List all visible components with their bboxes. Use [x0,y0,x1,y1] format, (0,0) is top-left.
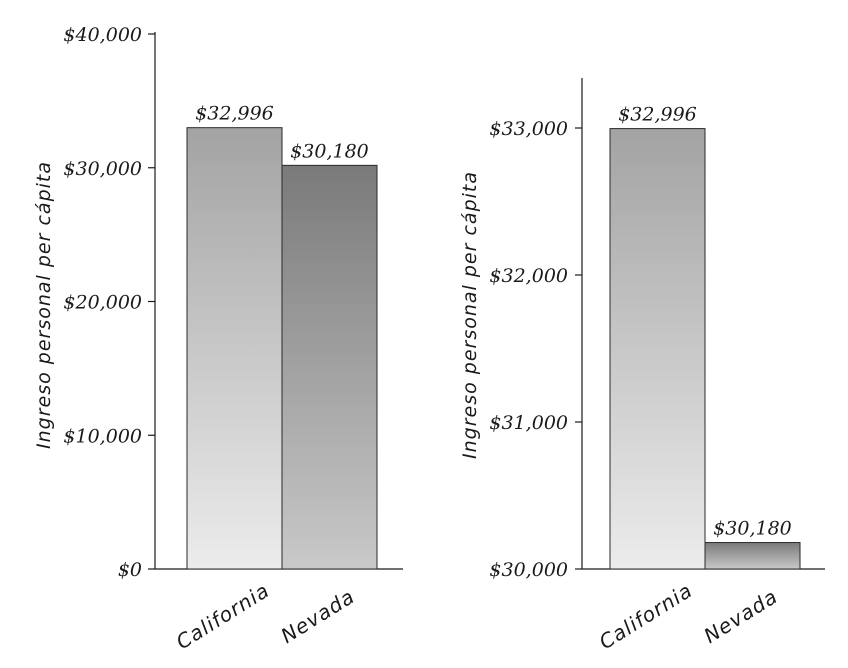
chart-right: $30,000 $31,000 $32,000 $33,000 Ingreso pers… [459,78,825,654]
data-label: $32,996 [618,104,697,126]
y-tick-label: $33,000 [489,118,568,140]
data-label: $30,180 [713,518,792,540]
y-tick-label: $32,000 [489,265,568,287]
bar-nevada [281,164,378,570]
chart-left: $0 $10,000 $20,000 $30,000 $40,000 Ingreso pe… [33,24,403,654]
data-label: $30,180 [290,140,369,162]
x-category-label: California [172,578,274,654]
bar-california [186,127,283,570]
y-tick-label: $10,000 [63,425,142,447]
y-axis-title: Ingreso personal per cápita [33,161,55,449]
y-tick-label: $0 [118,559,142,581]
y-tick-label: $30,000 [489,559,568,581]
bar-nevada [704,542,801,570]
y-tick-label: $30,000 [63,158,142,180]
bar-california [609,128,706,570]
data-label: $32,996 [195,103,274,125]
x-category-label: Nevada [700,584,783,648]
y-axis-title: Ingreso personal per cápita [459,171,481,459]
y-tick-label: $31,000 [489,412,568,434]
y-tick-label: $40,000 [63,24,142,46]
x-category-label: Nevada [277,584,360,648]
x-category-label: California [595,578,697,654]
y-tick-label: $20,000 [63,292,142,314]
